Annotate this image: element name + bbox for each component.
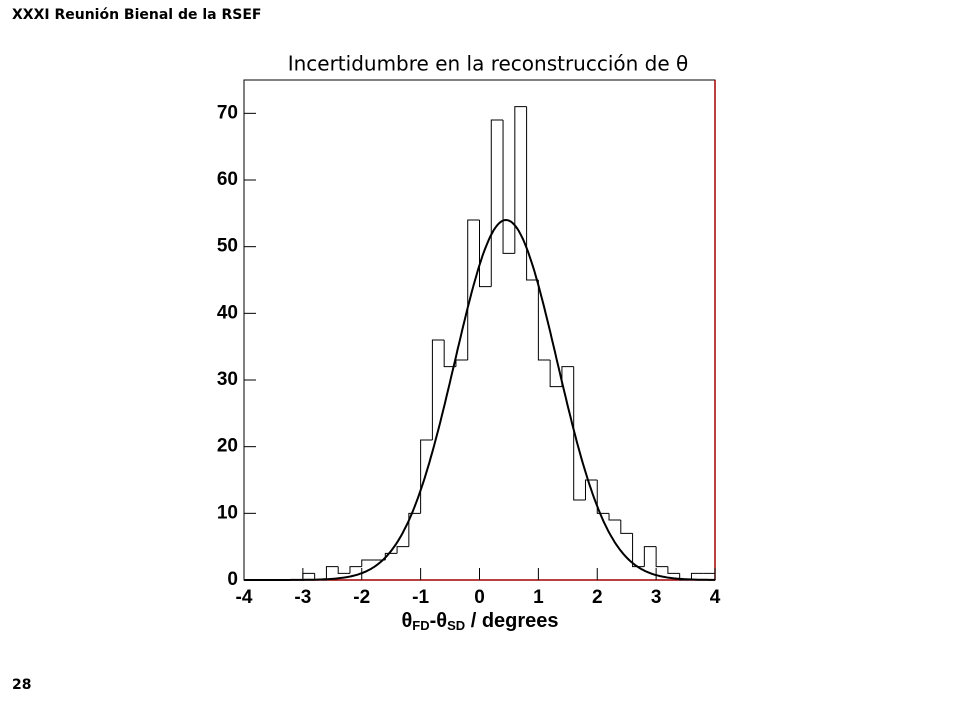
histogram-bin bbox=[620, 520, 633, 534]
chart-title: Incertidumbre en la reconstrucción de θ bbox=[288, 52, 689, 76]
histogram-bin bbox=[596, 480, 610, 514]
histogram-bin bbox=[455, 359, 468, 367]
histogram-bin bbox=[443, 340, 456, 368]
histogram-bin bbox=[490, 119, 504, 287]
histogram-bin bbox=[584, 479, 598, 500]
histogram-bin bbox=[467, 219, 480, 360]
histogram-bin bbox=[632, 533, 645, 568]
x-tick-label: -2 bbox=[353, 587, 370, 608]
histogram-bin bbox=[302, 572, 315, 580]
x-tick-label: -3 bbox=[294, 587, 311, 608]
histogram-bin bbox=[502, 120, 515, 254]
x-axis-label: θFD-θSD / degrees bbox=[401, 610, 558, 633]
histogram-bin bbox=[690, 572, 704, 580]
y-tick-label: 30 bbox=[217, 369, 238, 390]
y-tick-label: 50 bbox=[217, 236, 238, 257]
histogram-bin bbox=[361, 559, 374, 567]
x-label-part: θ bbox=[401, 610, 412, 632]
histogram-bin bbox=[573, 366, 586, 501]
histogram-bin bbox=[337, 566, 350, 574]
x-tick-label: -4 bbox=[236, 587, 253, 608]
histogram-bin bbox=[608, 513, 621, 521]
x-label-part: -θ bbox=[430, 610, 447, 632]
x-tick-label: 2 bbox=[592, 587, 603, 608]
x-label-part: SD bbox=[447, 618, 465, 633]
x-label-part: / degrees bbox=[465, 610, 558, 632]
y-tick-label: 70 bbox=[217, 102, 238, 123]
histogram-bin bbox=[349, 566, 362, 574]
x-label-part: FD bbox=[412, 618, 429, 633]
histogram-bin bbox=[655, 546, 668, 568]
y-tick-label: 40 bbox=[217, 302, 238, 323]
histogram-bin bbox=[479, 220, 492, 288]
histogram-bin bbox=[514, 106, 527, 254]
histogram-bin bbox=[561, 366, 574, 387]
gaussian-fit bbox=[244, 218, 715, 581]
y-tick-label: 10 bbox=[217, 502, 238, 523]
histogram-bin bbox=[396, 546, 409, 554]
histogram-bin bbox=[549, 360, 562, 388]
y-tick-label: 60 bbox=[217, 169, 238, 190]
histogram-bin bbox=[431, 339, 445, 440]
histogram-bin bbox=[667, 566, 680, 574]
histogram-bin bbox=[643, 546, 657, 567]
histogram-bin bbox=[325, 566, 339, 580]
plot-frame bbox=[243, 79, 716, 581]
page-number: 28 bbox=[12, 677, 31, 693]
histogram-bin bbox=[420, 439, 433, 514]
header: XXXI Reunión Bienal de la RSEF bbox=[12, 7, 261, 23]
x-tick-label: -1 bbox=[412, 587, 429, 608]
y-tick-label: 0 bbox=[227, 569, 238, 590]
histogram-bin bbox=[526, 106, 539, 281]
histogram-bin bbox=[537, 280, 551, 361]
x-tick-label: 3 bbox=[651, 587, 662, 608]
x-tick-label: 0 bbox=[474, 587, 485, 608]
x-tick-label: 1 bbox=[533, 587, 544, 608]
histogram-bin bbox=[408, 512, 421, 547]
y-tick-label: 20 bbox=[217, 436, 238, 457]
histogram-bin bbox=[703, 572, 716, 580]
x-tick-label: 4 bbox=[710, 587, 721, 608]
